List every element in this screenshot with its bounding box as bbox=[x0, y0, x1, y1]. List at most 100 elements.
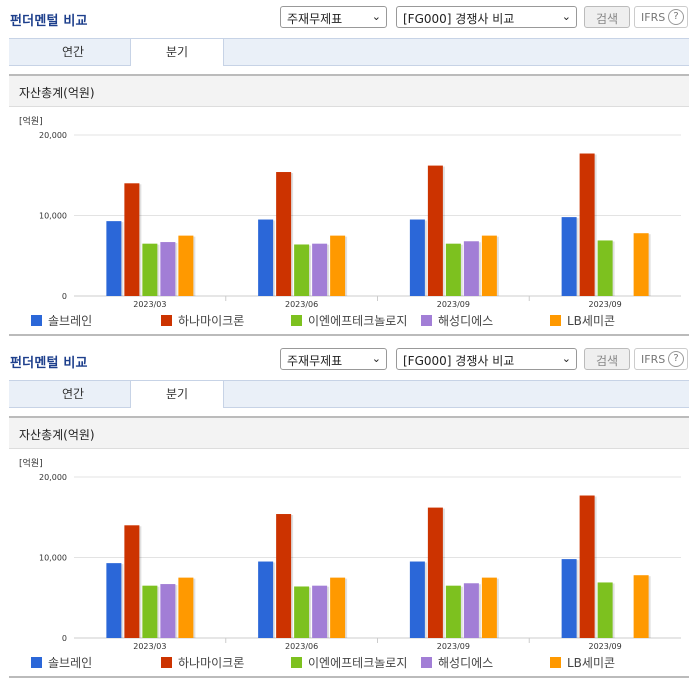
legend-item[interactable]: 해성디에스 bbox=[421, 312, 493, 329]
panel-title: 펀더멘털 비교 bbox=[10, 356, 88, 371]
bar bbox=[445, 585, 461, 638]
financial-statement-select[interactable]: 주재무제표 ⌄ bbox=[280, 348, 387, 370]
chart-legend: 솔브레인 하나마이크론 이엔에프테크놀로지 해성디에스 LB세미콘 bbox=[9, 652, 689, 672]
total-assets-chart: 자산총계(억원) [억원] 0 10,000 20,000 2023/03 2023/06… bbox=[9, 74, 689, 336]
y-tick-label: 20,000 bbox=[39, 473, 67, 482]
legend-swatch bbox=[550, 657, 561, 668]
legend-label: 해성디에스 bbox=[438, 314, 494, 328]
bar-chart-svg: [억원] 0 10,000 20,000 2023/03 2023/06 2023/09 20… bbox=[19, 457, 681, 651]
legend-label: LB세미콘 bbox=[567, 314, 616, 328]
bar bbox=[276, 514, 292, 638]
x-tick-label: 2023/09 bbox=[589, 300, 622, 309]
bar bbox=[481, 577, 497, 638]
bar bbox=[178, 235, 194, 296]
ifrs-help-button[interactable]: IFRS ? bbox=[634, 6, 688, 28]
x-tick-label: 2023/09 bbox=[589, 642, 622, 651]
bar bbox=[463, 241, 479, 296]
legend-swatch bbox=[31, 315, 42, 326]
bar bbox=[106, 563, 122, 638]
bar bbox=[330, 235, 346, 296]
bar bbox=[561, 559, 577, 638]
legend-swatch bbox=[550, 315, 561, 326]
legend-label: 솔브레인 bbox=[48, 656, 93, 670]
bar bbox=[258, 561, 274, 638]
ifrs-label: IFRS bbox=[641, 11, 666, 24]
tab-annual[interactable]: 연간 bbox=[61, 387, 85, 401]
period-tabs: 연간 분기 bbox=[9, 380, 689, 408]
chart-legend: 솔브레인 하나마이크론 이엔에프테크놀로지 해성디에스 LB세미콘 bbox=[9, 310, 689, 330]
bar bbox=[445, 243, 461, 296]
bar bbox=[597, 582, 613, 638]
bar bbox=[142, 243, 158, 296]
chevron-down-icon: ⌄ bbox=[561, 10, 571, 23]
legend-label: 하나마이크론 bbox=[178, 656, 245, 670]
tab-annual[interactable]: 연간 bbox=[61, 45, 85, 59]
legend-item[interactable]: 솔브레인 bbox=[31, 654, 92, 671]
chart-caption: 자산총계(억원) bbox=[19, 428, 95, 442]
legend-item[interactable]: LB세미콘 bbox=[550, 654, 615, 671]
question-icon: ? bbox=[668, 351, 684, 367]
bar bbox=[124, 183, 140, 296]
legend-item[interactable]: 이엔에프테크놀로지 bbox=[291, 654, 407, 671]
bar bbox=[561, 217, 577, 296]
bar-chart-svg: [억원] 0 10,000 20,000 2023/03 2023/06 2023/09 20… bbox=[19, 115, 681, 309]
chevron-down-icon: ⌄ bbox=[371, 352, 381, 365]
competitor-group-select-value: [FG000] 경쟁사 비교 bbox=[403, 354, 515, 368]
chart-caption-bar: 자산총계(억원) bbox=[9, 76, 689, 107]
bar bbox=[463, 583, 479, 638]
chart-caption: 자산총계(억원) bbox=[19, 86, 95, 100]
x-tick-label: 2023/06 bbox=[285, 300, 318, 309]
legend-swatch bbox=[421, 657, 432, 668]
legend-label: 해성디에스 bbox=[438, 656, 494, 670]
bar bbox=[294, 244, 310, 296]
competitor-group-select[interactable]: [FG000] 경쟁사 비교 ⌄ bbox=[396, 6, 577, 28]
bar bbox=[142, 585, 158, 638]
x-tick-label: 2023/03 bbox=[133, 642, 166, 651]
legend-label: 이엔에프테크놀로지 bbox=[308, 656, 408, 670]
ifrs-help-button[interactable]: IFRS ? bbox=[634, 348, 688, 370]
question-icon: ? bbox=[668, 9, 684, 25]
panel-header: 펀더멘털 비교 주재무제표 ⌄ [FG000] 경쟁사 비교 ⌄ 검색 IFRS… bbox=[0, 342, 696, 378]
bar bbox=[106, 221, 122, 296]
legend-item[interactable]: 하나마이크론 bbox=[161, 654, 244, 671]
bar bbox=[330, 577, 346, 638]
financial-statement-select[interactable]: 주재무제표 ⌄ bbox=[280, 6, 387, 28]
y-unit-label: [억원] bbox=[19, 457, 43, 469]
bar bbox=[579, 495, 595, 638]
bar bbox=[160, 584, 176, 638]
legend-label: 이엔에프테크놀로지 bbox=[308, 314, 408, 328]
y-tick-label: 10,000 bbox=[39, 554, 67, 563]
legend-item[interactable]: 하나마이크론 bbox=[161, 312, 244, 329]
bar bbox=[409, 219, 425, 296]
legend-label: 솔브레인 bbox=[48, 314, 93, 328]
tab-quarterly[interactable]: 분기 bbox=[130, 39, 224, 66]
fundamental-panel-1: 펀더멘털 비교 주재무제표 ⌄ [FG000] 경쟁사 비교 ⌄ 검색 IFRS… bbox=[0, 0, 696, 336]
competitor-group-select-value: [FG000] 경쟁사 비교 bbox=[403, 12, 515, 26]
legend-item[interactable]: 솔브레인 bbox=[31, 312, 92, 329]
bar bbox=[597, 240, 613, 296]
panel-header: 펀더멘털 비교 주재무제표 ⌄ [FG000] 경쟁사 비교 ⌄ 검색 IFRS… bbox=[0, 0, 696, 36]
legend-item[interactable]: 해성디에스 bbox=[421, 654, 493, 671]
search-button[interactable]: 검색 bbox=[584, 6, 630, 28]
x-tick-label: 2023/03 bbox=[133, 300, 166, 309]
bar bbox=[427, 165, 443, 296]
competitor-group-select[interactable]: [FG000] 경쟁사 비교 ⌄ bbox=[396, 348, 577, 370]
y-tick-label: 0 bbox=[62, 634, 67, 643]
tab-quarterly[interactable]: 분기 bbox=[130, 381, 224, 408]
bar bbox=[427, 507, 443, 638]
ifrs-label: IFRS bbox=[641, 353, 666, 366]
bar bbox=[409, 561, 425, 638]
legend-swatch bbox=[291, 315, 302, 326]
search-button[interactable]: 검색 bbox=[584, 348, 630, 370]
bar bbox=[294, 586, 310, 638]
legend-item[interactable]: LB세미콘 bbox=[550, 312, 615, 329]
y-tick-label: 0 bbox=[62, 292, 67, 301]
legend-item[interactable]: 이엔에프테크놀로지 bbox=[291, 312, 407, 329]
legend-swatch bbox=[421, 315, 432, 326]
bar bbox=[312, 585, 328, 638]
x-tick-label: 2023/09 bbox=[437, 300, 470, 309]
fundamental-panel-2: 펀더멘털 비교 주재무제표 ⌄ [FG000] 경쟁사 비교 ⌄ 검색 IFRS… bbox=[0, 342, 696, 684]
y-unit-label: [억원] bbox=[19, 115, 43, 127]
bar bbox=[633, 233, 649, 296]
bar bbox=[312, 243, 328, 296]
